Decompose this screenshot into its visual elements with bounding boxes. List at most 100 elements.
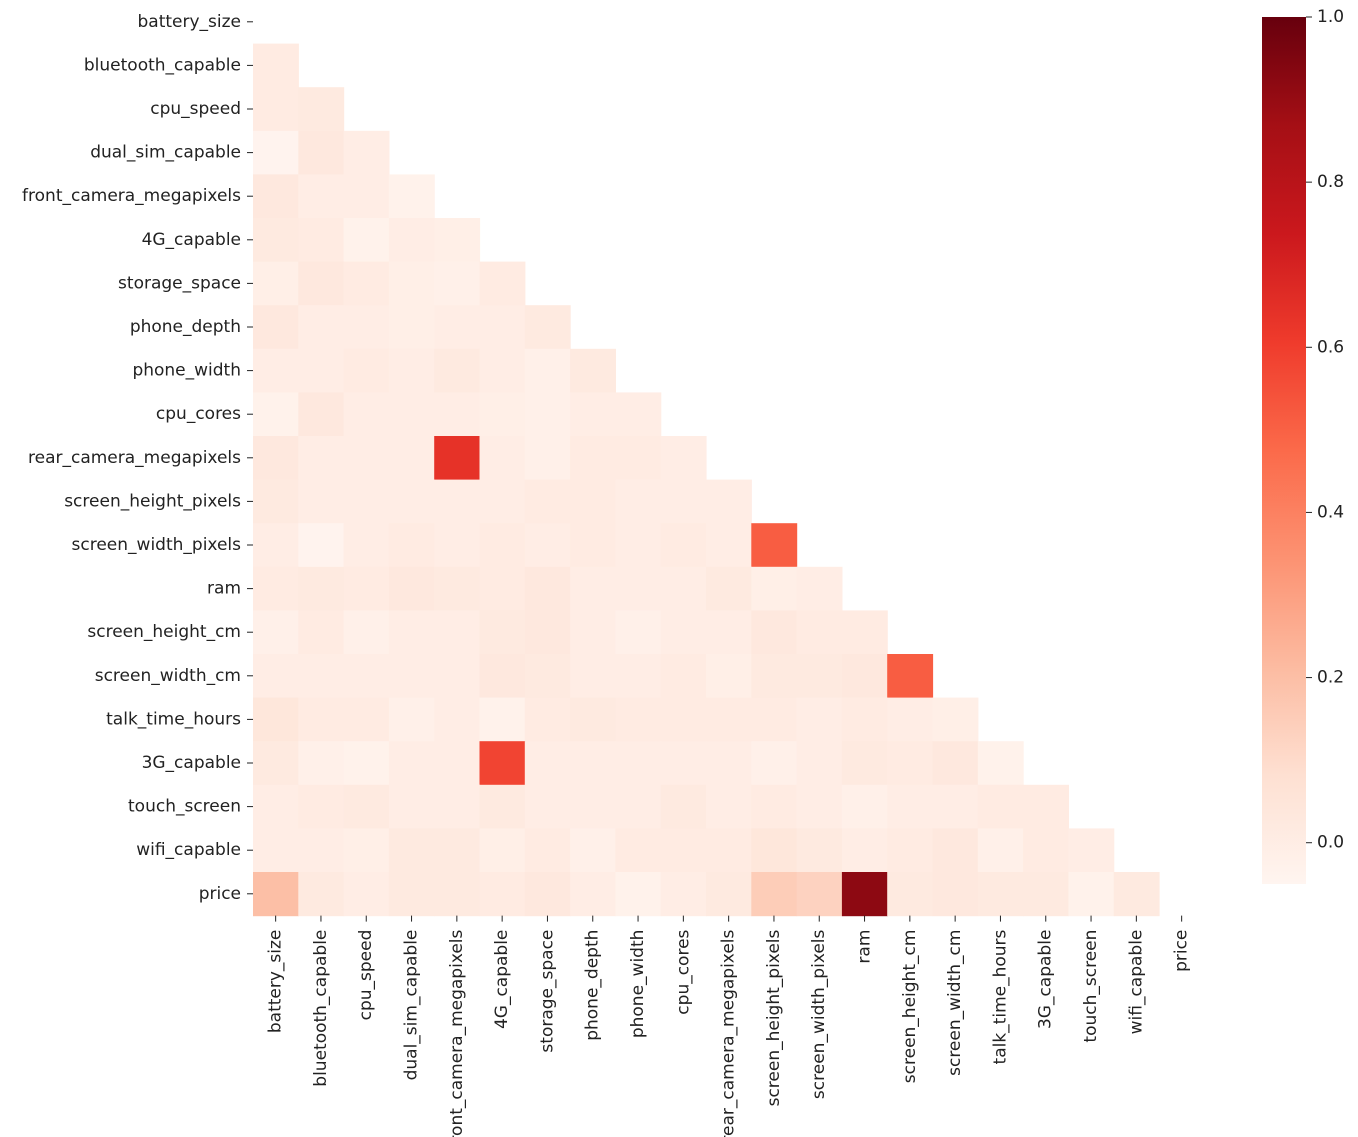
heatmap-cell-talk_time_hours-battery_size	[253, 697, 299, 742]
heatmap-cell-3G_capable-bluetooth_capable	[298, 741, 345, 786]
heatmap-cell-screen_height_pixels-dual_sim_capable	[388, 479, 435, 524]
heatmap-cell-screen_width_cm-cpu_speed	[343, 654, 390, 699]
x-tick-label-wifi_capable: wifi_capable	[1126, 930, 1146, 1035]
heatmap-cell-talk_time_hours-4G_capable	[479, 697, 526, 742]
y-tick-label-bluetooth_capable: bluetooth_capable	[84, 55, 241, 75]
heatmap-cell-touch_screen-screen_height_pixels	[751, 784, 798, 829]
heatmap-cell-talk_time_hours-cpu_speed	[343, 697, 390, 742]
heatmap-cell-screen_width_pixels-cpu_speed	[343, 523, 390, 568]
heatmap-cell-screen_width_cm-phone_depth	[570, 654, 616, 699]
heatmap-cell-price-wifi_capable	[1113, 872, 1160, 917]
heatmap-cell-talk_time_hours-screen_width_pixels	[796, 697, 843, 742]
y-tick-label-phone_depth: phone_depth	[130, 317, 241, 337]
x-tick-label-battery_size: battery_size	[266, 930, 286, 1034]
heatmap-cell-storage_space-4G_capable	[479, 261, 526, 306]
heatmap-cell-touch_screen-storage_space	[524, 784, 571, 829]
y-tick-label-ram: ram	[207, 579, 241, 599]
heatmap-cell-wifi_capable-battery_size	[253, 828, 299, 873]
x-tick-label-storage_space: storage_space	[537, 930, 557, 1053]
y-tick-label-touch_screen: touch_screen	[128, 797, 241, 817]
heatmap-cell-screen_width_cm-dual_sim_capable	[388, 654, 435, 699]
heatmap-cell-3G_capable-ram	[841, 741, 888, 786]
heatmap-cell-4G_capable-bluetooth_capable	[298, 218, 345, 263]
heatmap-cell-cpu_cores-phone_depth	[570, 392, 616, 437]
heatmap-cell-cpu_cores-battery_size	[253, 392, 299, 437]
heatmap-cell-touch_screen-phone_width	[615, 784, 662, 829]
heatmap-cell-screen_height_cm-cpu_cores	[660, 610, 707, 655]
heatmap-cell-wifi_capable-front_camera_megapixels	[434, 828, 481, 873]
heatmap-cell-3G_capable-dual_sim_capable	[388, 741, 435, 786]
heatmap-cell-storage_space-cpu_speed	[343, 261, 390, 306]
colorbar-tick-label: 0.2	[1317, 668, 1344, 688]
heatmap-cell-touch_screen-screen_width_cm	[932, 784, 979, 829]
heatmap-cell-ram-rear_camera_megapixels	[706, 566, 752, 611]
heatmap-cell-screen_width_cm-4G_capable	[479, 654, 526, 699]
y-tick-label-battery_size: battery_size	[137, 12, 241, 32]
heatmap-cell-screen_width_cm-storage_space	[524, 654, 571, 699]
heatmap-cell-rear_camera_megapixels-storage_space	[524, 436, 571, 481]
heatmap-cell-wifi_capable-cpu_cores	[660, 828, 707, 873]
x-tick-label-screen_height_pixels: screen_height_pixels	[764, 929, 784, 1106]
x-tick-label-screen_width_cm: screen_width_cm	[945, 930, 965, 1076]
heatmap-cell-wifi_capable-screen_height_cm	[887, 828, 934, 873]
heatmap-cell-3G_capable-cpu_speed	[343, 741, 390, 786]
colorbar-tick-label: 0.0	[1317, 833, 1344, 853]
heatmap-cell-screen_width_cm-screen_height_pixels	[751, 654, 798, 699]
heatmap-cell-price-storage_space	[524, 872, 571, 917]
heatmap-cell-screen_height_cm-dual_sim_capable	[388, 610, 435, 655]
heatmap-cell-dual_sim_capable-battery_size	[253, 130, 299, 175]
heatmap-cell-4G_capable-dual_sim_capable	[388, 218, 435, 263]
heatmap-cell-wifi_capable-storage_space	[524, 828, 571, 873]
heatmap-cell-3G_capable-screen_height_cm	[887, 741, 934, 786]
heatmap-cell-price-bluetooth_capable	[298, 872, 345, 917]
heatmap-cell-talk_time_hours-phone_depth	[570, 697, 616, 742]
heatmap-cell-screen_width_pixels-rear_camera_megapixels	[706, 523, 752, 568]
x-tick-label-dual_sim_capable: dual_sim_capable	[402, 930, 422, 1081]
heatmap-cell-dual_sim_capable-bluetooth_capable	[298, 130, 345, 175]
y-tick-label-cpu_speed: cpu_speed	[150, 99, 241, 119]
y-tick-label-3G_capable: 3G_capable	[142, 753, 241, 773]
x-tick-label-screen_height_cm: screen_height_cm	[900, 930, 920, 1084]
x-tick-label-cpu_cores: cpu_cores	[673, 929, 693, 1014]
heatmap-cell-front_camera_megapixels-battery_size	[253, 174, 299, 219]
y-tick-label-cpu_cores: cpu_cores	[156, 404, 241, 424]
heatmap-cell-screen_height_cm-front_camera_megapixels	[434, 610, 481, 655]
heatmap-cell-cpu_speed-bluetooth_capable	[298, 87, 345, 132]
heatmap-cell-touch_screen-bluetooth_capable	[298, 784, 345, 829]
heatmap-cell-phone_width-battery_size	[253, 348, 299, 393]
heatmap-cell-3G_capable-front_camera_megapixels	[434, 741, 481, 786]
heatmap-cell-3G_capable-phone_width	[615, 741, 662, 786]
colorbar: 0.0 0.2 0.4 0.6 0.8 1.0	[1262, 7, 1344, 884]
heatmap-cell-price-touch_screen	[1068, 872, 1115, 917]
heatmap-cell-wifi_capable-screen_width_cm	[932, 828, 979, 873]
heatmap-cell-ram-screen_height_pixels	[751, 566, 798, 611]
heatmap-cell-phone_width-dual_sim_capable	[388, 348, 435, 393]
heatmap-cell-screen_height_cm-cpu_speed	[343, 610, 390, 655]
heatmap-cell-talk_time_hours-ram	[841, 697, 888, 742]
heatmap-cell-cpu_cores-dual_sim_capable	[388, 392, 435, 437]
heatmap-cell-touch_screen-cpu_cores	[660, 784, 707, 829]
colorbar-tick-label: 0.4	[1317, 502, 1344, 522]
heatmap-cell-rear_camera_megapixels-dual_sim_capable	[388, 436, 435, 481]
heatmap-cell-ram-front_camera_megapixels	[434, 566, 481, 611]
heatmap-cell-cpu_cores-front_camera_megapixels	[434, 392, 481, 437]
heatmap-cell-4G_capable-battery_size	[253, 218, 299, 263]
y-tick-label-dual_sim_capable: dual_sim_capable	[90, 143, 241, 163]
heatmap-cell-screen_width_pixels-phone_depth	[570, 523, 616, 568]
heatmap-cell-storage_space-battery_size	[253, 261, 299, 306]
heatmap-cell-screen_height_pixels-storage_space	[524, 479, 571, 524]
heatmap-cell-screen_width_cm-ram	[841, 654, 888, 699]
heatmap-cell-front_camera_megapixels-cpu_speed	[343, 174, 390, 219]
heatmap-cell-phone_depth-4G_capable	[479, 305, 526, 350]
heatmap-cell-screen_width_pixels-screen_height_pixels	[751, 523, 798, 568]
heatmap-cell-touch_screen-screen_width_pixels	[796, 784, 843, 829]
colorbar-ticks: 0.0 0.2 0.4 0.6 0.8 1.0	[1306, 7, 1344, 853]
x-tick-label-phone_width: phone_width	[628, 930, 648, 1039]
heatmap-cell-screen_width_cm-front_camera_megapixels	[434, 654, 481, 699]
x-tick-label-front_camera_megapixels: front_camera_megapixels	[447, 929, 467, 1137]
heatmap-cell-screen_height_cm-storage_space	[524, 610, 571, 655]
heatmap-cell-wifi_capable-screen_height_pixels	[751, 828, 798, 873]
x-tick-label-ram: ram	[855, 930, 875, 964]
heatmap-cell-wifi_capable-talk_time_hours	[977, 828, 1024, 873]
